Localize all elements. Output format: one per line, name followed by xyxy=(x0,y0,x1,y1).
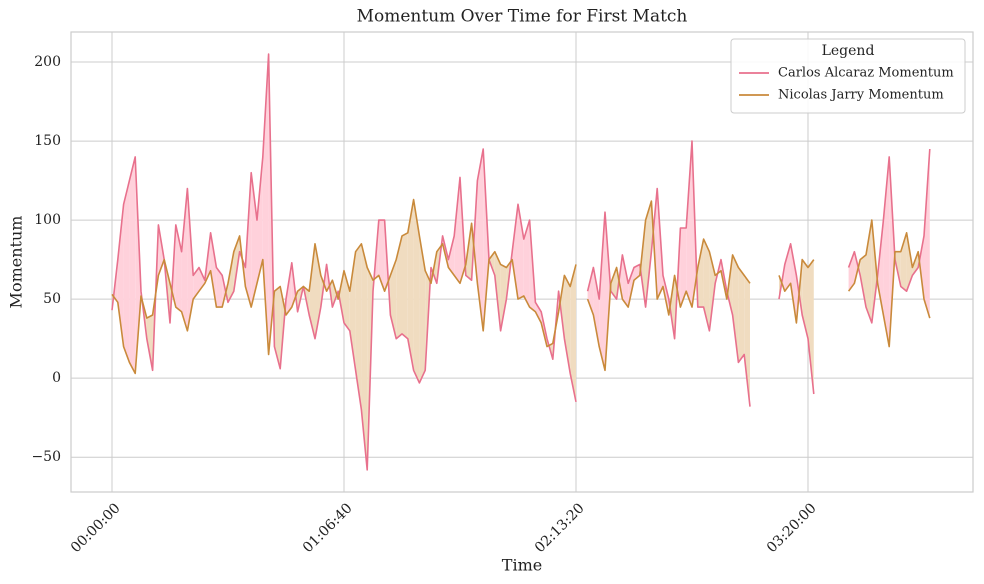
fill-between xyxy=(599,212,605,371)
fill-between xyxy=(744,275,750,407)
fill-between xyxy=(338,270,345,323)
fill-between xyxy=(703,239,710,331)
fill-between xyxy=(378,220,385,292)
y-tick-label: −50 xyxy=(31,449,61,465)
fill-between xyxy=(454,177,460,284)
fill-between xyxy=(732,254,739,363)
fill-between xyxy=(640,220,646,308)
fill-between xyxy=(228,251,234,303)
legend-box xyxy=(730,38,966,114)
fill-between xyxy=(483,148,489,331)
fill-between xyxy=(274,286,281,369)
fill-between xyxy=(790,243,797,323)
fill-between xyxy=(889,156,895,347)
fill-between xyxy=(355,243,362,410)
fill-between xyxy=(332,280,337,308)
fill-between xyxy=(512,204,518,300)
fill-between xyxy=(906,232,913,292)
fill-between xyxy=(883,156,890,347)
fill-between xyxy=(413,199,420,383)
fill-between xyxy=(210,232,217,308)
fill-between xyxy=(123,180,130,363)
line-series xyxy=(111,198,931,375)
fill-between xyxy=(570,264,576,402)
fill-between xyxy=(361,243,368,470)
legend-label: Nicolas Jarry Momentum xyxy=(778,88,944,103)
fill-between xyxy=(604,212,611,371)
fill-between xyxy=(251,172,258,308)
y-tick-label: 0 xyxy=(52,370,61,386)
fill-between xyxy=(848,251,855,292)
fill-between xyxy=(871,220,878,323)
fill-between xyxy=(517,204,524,300)
fill-between xyxy=(257,156,263,284)
fill-between xyxy=(523,220,530,308)
fill-between xyxy=(181,188,188,331)
fill-between xyxy=(419,235,426,383)
y-tick-label: 200 xyxy=(34,54,61,70)
fill-between xyxy=(216,267,223,308)
fill-between xyxy=(309,243,316,339)
fill-between xyxy=(396,235,403,339)
chart-title: Momentum Over Time for First Match xyxy=(357,7,688,27)
fill-between xyxy=(622,254,629,308)
fill-between xyxy=(535,302,542,323)
fill-between xyxy=(669,275,675,339)
fill-between xyxy=(129,156,136,374)
y-tick-label: 150 xyxy=(34,133,61,149)
fill-between xyxy=(807,259,814,394)
fill-between xyxy=(784,243,791,292)
fill-between xyxy=(477,148,484,331)
fill-between xyxy=(877,220,884,315)
x-tick-label: 01:06:40 xyxy=(300,500,356,556)
fill-between xyxy=(865,220,872,323)
fill-between xyxy=(587,267,594,315)
x-tick-label: 02:13:20 xyxy=(532,500,588,556)
legend: Legend Carlos Alcaraz Momentum Nicolas Jar… xyxy=(730,38,966,114)
fill-between xyxy=(854,251,859,284)
y-tick-label: 50 xyxy=(43,291,61,307)
line-series xyxy=(111,53,931,471)
fill-between xyxy=(593,267,600,347)
fill-between xyxy=(686,141,692,308)
y-tick-label: 100 xyxy=(34,212,61,228)
fill-between xyxy=(402,232,408,339)
fill-between xyxy=(344,270,350,331)
fill-between xyxy=(560,275,565,339)
fill-between xyxy=(923,148,930,319)
fill-between xyxy=(697,239,704,308)
fill-between xyxy=(407,199,414,371)
fill-between xyxy=(146,314,153,371)
fill-between xyxy=(135,156,142,374)
fill-between xyxy=(193,267,200,300)
fill-between xyxy=(500,264,507,331)
plot-frame xyxy=(70,31,974,493)
fill-between xyxy=(610,267,617,300)
fill-between xyxy=(860,254,866,308)
y-axis-label: Momentum xyxy=(7,216,26,309)
fill-between xyxy=(187,188,194,331)
fill-between xyxy=(645,201,652,308)
fill-between xyxy=(738,267,745,363)
legend-title: Legend xyxy=(822,43,875,59)
x-tick-label: 00:00:00 xyxy=(68,500,124,556)
x-tick-label: 03:20:00 xyxy=(764,500,820,556)
x-axis-label: Time xyxy=(502,556,542,575)
legend-label: Carlos Alcaraz Momentum xyxy=(778,66,954,81)
fill-between xyxy=(680,228,687,308)
fill-between xyxy=(448,235,455,276)
fill-between xyxy=(564,275,571,374)
